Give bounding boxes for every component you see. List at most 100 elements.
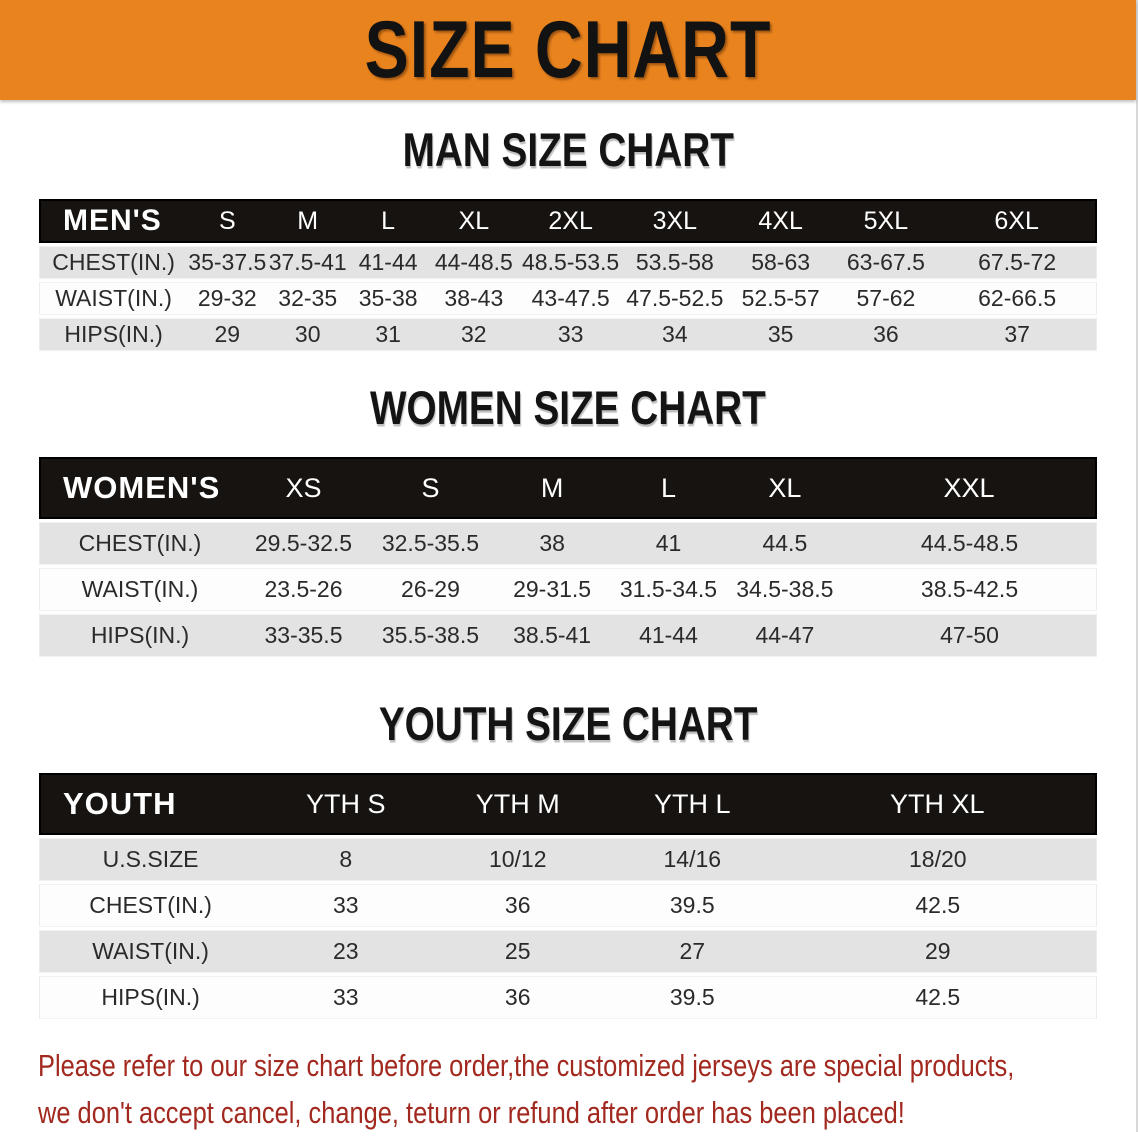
table-row: WAIST(IN.) 23 25 27 29 <box>39 930 1097 973</box>
size-header-cell: YTH L <box>605 773 780 835</box>
row-label: HIPS(IN.) <box>39 976 262 1019</box>
size-header-cell: XL <box>726 457 844 519</box>
header-row: WOMEN'S XS S M L XL XXL <box>39 457 1097 519</box>
size-value-cell: 63-67.5 <box>833 246 939 279</box>
table-row: WAIST(IN.) 23.5-26 26-29 29-31.5 31.5-34.5 34… <box>39 568 1097 611</box>
row-label: U.S.SIZE <box>39 838 262 881</box>
size-value-cell: 38.5-41 <box>493 614 611 657</box>
size-value-cell: 26-29 <box>366 568 494 611</box>
table-title-cell: WOMEN'S <box>39 457 241 519</box>
row-label: HIPS(IN.) <box>39 614 241 657</box>
size-header-cell: XXL <box>843 457 1097 519</box>
size-header-cell: 5XL <box>833 199 939 243</box>
row-label: WAIST(IN.) <box>39 568 241 611</box>
size-chart-banner: SIZE CHART <box>0 0 1136 100</box>
size-value-cell: 35-37.5 <box>187 246 268 279</box>
table-row: HIPS(IN.) 33 36 39.5 42.5 <box>39 976 1097 1019</box>
size-value-cell: 33 <box>261 884 431 927</box>
row-label: WAIST(IN.) <box>39 930 262 973</box>
size-value-cell: 39.5 <box>605 976 780 1019</box>
size-value-cell: 32.5-35.5 <box>366 522 494 565</box>
size-value-cell: 29-31.5 <box>493 568 611 611</box>
size-value-cell: 32 <box>428 318 520 351</box>
size-header-cell: YTH S <box>261 773 431 835</box>
size-value-cell: 36 <box>430 976 605 1019</box>
size-value-cell: 29-32 <box>187 282 268 315</box>
size-value-cell: 58-63 <box>727 246 834 279</box>
women-table-body: CHEST(IN.) 29.5-32.5 32.5-35.5 38 41 44.5 44.5… <box>39 522 1097 657</box>
size-header-cell: 4XL <box>727 199 834 243</box>
men-size-table: MEN'S S M L XL 2XL 3XL 4XL 5XL 6XL CHEST(IN.) 35-3… <box>39 196 1097 354</box>
banner-title: SIZE CHART <box>364 5 772 95</box>
row-label: WAIST(IN.) <box>39 282 188 315</box>
size-header-cell: 6XL <box>938 199 1097 243</box>
header-row: MEN'S S M L XL 2XL 3XL 4XL 5XL 6XL <box>39 199 1097 243</box>
size-header-cell: XL <box>428 199 520 243</box>
header-row: YOUTH YTH S YTH M YTH L YTH XL <box>39 773 1097 835</box>
youth-section-heading: YOUTH SIZE CHART <box>378 698 758 751</box>
size-value-cell: 53.5-58 <box>621 246 728 279</box>
size-value-cell: 44-47 <box>726 614 844 657</box>
size-value-cell: 52.5-57 <box>727 282 834 315</box>
size-value-cell: 48.5-53.5 <box>519 246 622 279</box>
men-table-body: CHEST(IN.) 35-37.5 37.5-41 41-44 44-48.5 48.5… <box>39 246 1097 351</box>
row-label: CHEST(IN.) <box>39 246 188 279</box>
women-size-table: WOMEN'S XS S M L XL XXL CHEST(IN.) 29.5-32.5 32.… <box>39 454 1097 660</box>
size-value-cell: 14/16 <box>605 838 780 881</box>
size-value-cell: 57-62 <box>833 282 939 315</box>
size-header-cell: S <box>366 457 494 519</box>
size-value-cell: 29 <box>779 930 1097 973</box>
size-value-cell: 44-48.5 <box>428 246 520 279</box>
size-value-cell: 47.5-52.5 <box>621 282 728 315</box>
row-label: CHEST(IN.) <box>39 884 262 927</box>
table-row: HIPS(IN.) 33-35.5 35.5-38.5 38.5-41 41-44 44-… <box>39 614 1097 657</box>
row-label: CHEST(IN.) <box>39 522 241 565</box>
size-value-cell: 23.5-26 <box>240 568 367 611</box>
size-value-cell: 38 <box>493 522 611 565</box>
size-header-cell: L <box>347 199 429 243</box>
size-value-cell: 34 <box>621 318 728 351</box>
size-value-cell: 27 <box>605 930 780 973</box>
size-value-cell: 44.5 <box>726 522 844 565</box>
size-value-cell: 44.5-48.5 <box>843 522 1097 565</box>
size-header-cell: XS <box>240 457 367 519</box>
women-table-header: WOMEN'S XS S M L XL XXL <box>39 457 1097 519</box>
size-value-cell: 36 <box>833 318 939 351</box>
size-value-cell: 18/20 <box>779 838 1097 881</box>
men-table-header: MEN'S S M L XL 2XL 3XL 4XL 5XL 6XL <box>39 199 1097 243</box>
size-value-cell: 36 <box>430 884 605 927</box>
size-value-cell: 35 <box>727 318 834 351</box>
man-section-heading: MAN SIZE CHART <box>402 124 734 177</box>
size-value-cell: 29 <box>187 318 268 351</box>
size-value-cell: 34.5-38.5 <box>726 568 844 611</box>
table-row: CHEST(IN.) 33 36 39.5 42.5 <box>39 884 1097 927</box>
size-value-cell: 37 <box>938 318 1097 351</box>
size-value-cell: 43-47.5 <box>519 282 622 315</box>
size-value-cell: 10/12 <box>430 838 605 881</box>
size-value-cell: 42.5 <box>779 884 1097 927</box>
size-value-cell: 38.5-42.5 <box>843 568 1097 611</box>
table-row: CHEST(IN.) 35-37.5 37.5-41 41-44 44-48.5 48.5… <box>39 246 1097 279</box>
youth-table-header: YOUTH YTH S YTH M YTH L YTH XL <box>39 773 1097 835</box>
size-header-cell: M <box>493 457 611 519</box>
size-value-cell: 37.5-41 <box>267 246 348 279</box>
size-value-cell: 35.5-38.5 <box>366 614 494 657</box>
size-header-cell: L <box>610 457 727 519</box>
size-value-cell: 41-44 <box>347 246 429 279</box>
size-header-cell: YTH XL <box>779 773 1097 835</box>
size-value-cell: 32-35 <box>267 282 348 315</box>
size-value-cell: 31 <box>347 318 429 351</box>
youth-table-body: U.S.SIZE 8 10/12 14/16 18/20 CHEST(IN.) 33 36 39… <box>39 838 1097 1019</box>
row-label: HIPS(IN.) <box>39 318 188 351</box>
table-row: HIPS(IN.) 29 30 31 32 33 34 35 36 37 <box>39 318 1097 351</box>
table-row: WAIST(IN.) 29-32 32-35 35-38 38-43 43-47.5 47.… <box>39 282 1097 315</box>
size-value-cell: 25 <box>430 930 605 973</box>
size-value-cell: 33 <box>519 318 622 351</box>
size-value-cell: 29.5-32.5 <box>240 522 367 565</box>
size-value-cell: 47-50 <box>843 614 1097 657</box>
size-header-cell: 2XL <box>519 199 622 243</box>
table-title-cell: YOUTH <box>39 773 262 835</box>
disclaimer-line-2: we don't accept cancel, change, teturn o… <box>38 1095 905 1130</box>
size-value-cell: 39.5 <box>605 884 780 927</box>
order-disclaimer: Please refer to our size chart before or… <box>0 1042 1136 1136</box>
